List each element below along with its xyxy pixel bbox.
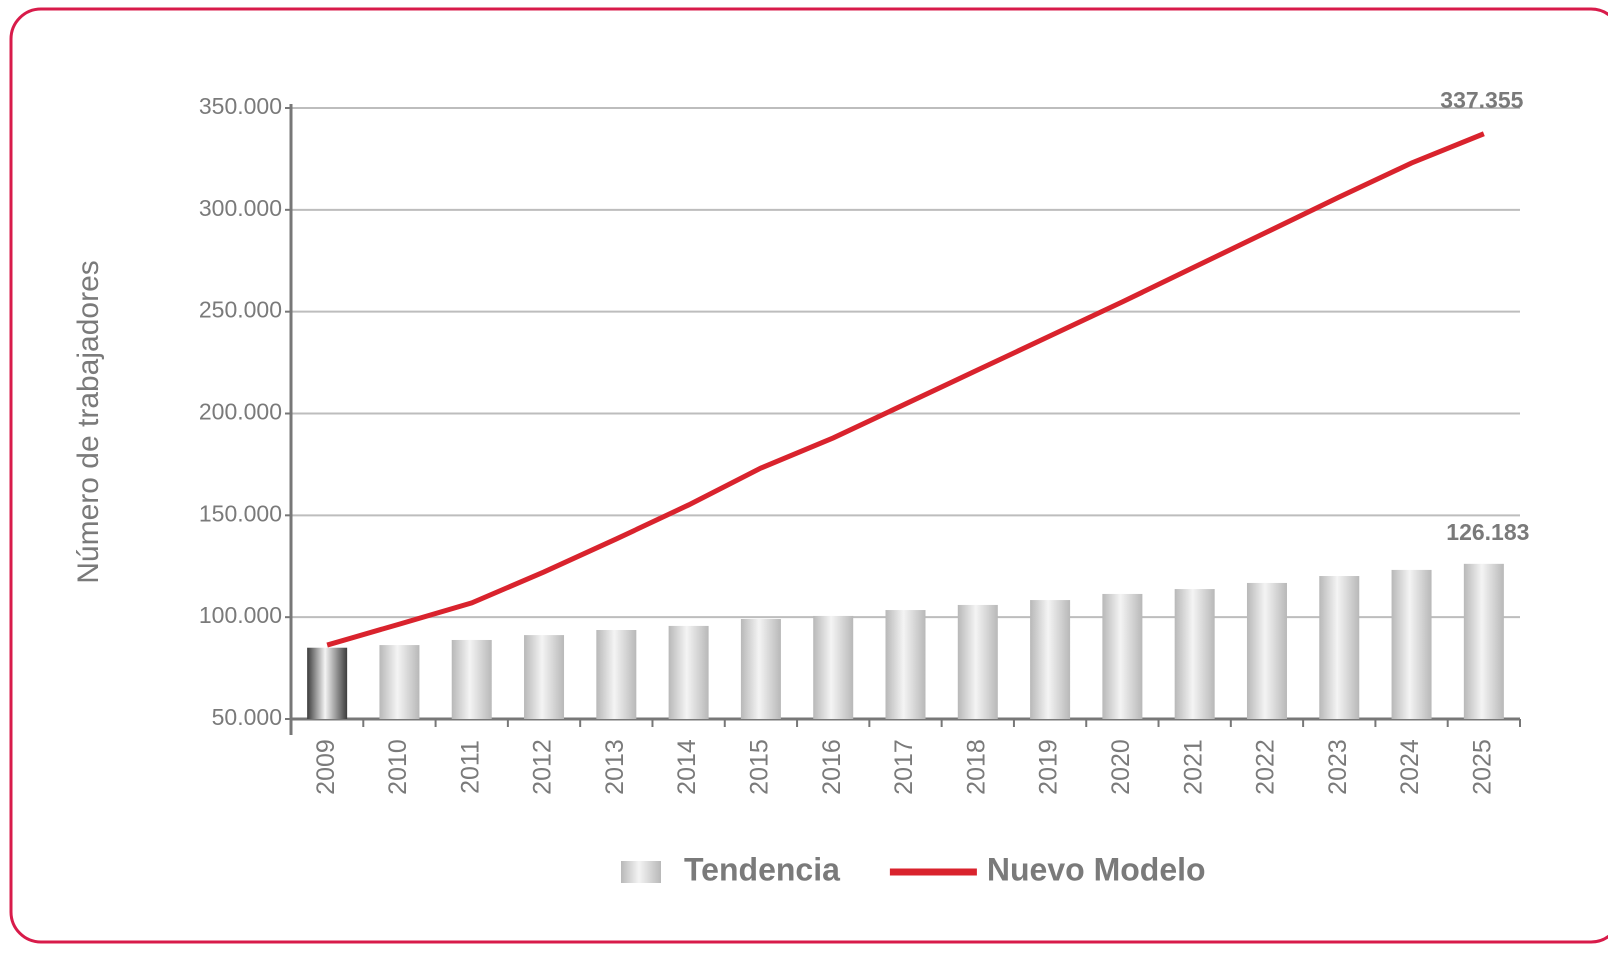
- bar: [885, 610, 926, 719]
- bar: [740, 618, 781, 719]
- bar: [1030, 600, 1071, 719]
- x-tick-label: 2014: [673, 739, 701, 795]
- x-tick-label: 2017: [890, 739, 918, 795]
- x-tick-label: 2013: [601, 739, 629, 795]
- bar: [1174, 589, 1215, 719]
- x-tick-label: 2010: [384, 739, 412, 795]
- bar: [307, 647, 348, 719]
- x-tick-label: 2022: [1252, 739, 1280, 795]
- bar: [1246, 582, 1287, 719]
- y-tick-label: 50.000: [212, 704, 282, 730]
- legend-label: Nuevo Modelo: [987, 851, 1206, 887]
- x-tick-label: 2009: [312, 739, 340, 795]
- y-tick-label: 250.000: [199, 297, 282, 323]
- y-tick-label: 100.000: [199, 602, 282, 628]
- y-tick-label: 350.000: [199, 93, 282, 119]
- x-tick-label: 2025: [1468, 739, 1496, 795]
- bar: [957, 604, 998, 719]
- bar: [524, 635, 565, 719]
- value-label: 337.355: [1440, 87, 1523, 113]
- bar: [813, 615, 854, 719]
- bar: [451, 639, 492, 719]
- x-tick-label: 2016: [818, 739, 846, 795]
- bar: [1391, 569, 1432, 719]
- line: [326, 131, 1485, 648]
- bar: [1319, 576, 1360, 719]
- y-axis-label: Número de trabajadores: [72, 260, 105, 584]
- x-tick-label: 2018: [962, 739, 990, 795]
- x-tick-label: 2024: [1396, 739, 1424, 795]
- x-tick-label: 2020: [1107, 739, 1135, 795]
- legend-label: Tendencia: [684, 851, 840, 887]
- x-tick-label: 2015: [746, 739, 774, 795]
- value-label: 126.183: [1446, 519, 1529, 545]
- legend-swatch: [621, 861, 661, 883]
- x-tick-label: 2019: [1035, 739, 1063, 795]
- x-tick-label: 2021: [1179, 739, 1207, 795]
- x-tick-label: 2023: [1324, 739, 1352, 795]
- bar: [379, 645, 420, 719]
- bar: [668, 625, 709, 719]
- bar: [1102, 593, 1143, 719]
- y-tick-label: 300.000: [199, 195, 282, 221]
- frame: [9, 7, 1608, 944]
- bar: [596, 629, 637, 719]
- x-tick-label: 2011: [456, 740, 484, 794]
- y-tick-label: 150.000: [199, 500, 282, 526]
- bar: [1463, 563, 1504, 719]
- x-tick-label: 2012: [529, 739, 557, 795]
- y-tick-label: 200.000: [199, 399, 282, 425]
